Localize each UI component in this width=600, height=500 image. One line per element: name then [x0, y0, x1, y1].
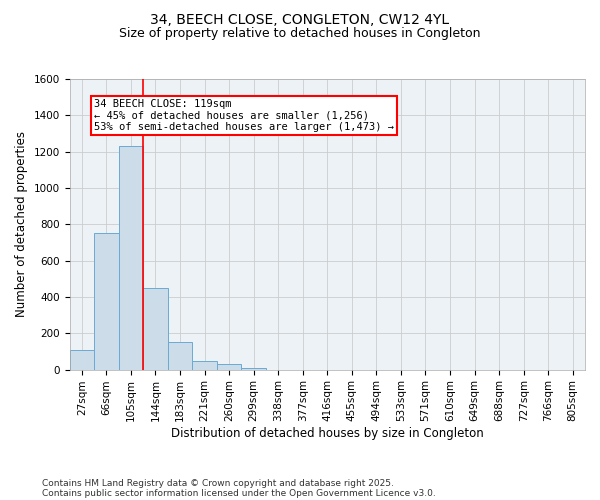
Text: Size of property relative to detached houses in Congleton: Size of property relative to detached ho… [119, 28, 481, 40]
Bar [168, 342, 192, 369]
Text: Contains public sector information licensed under the Open Government Licence v3: Contains public sector information licen… [42, 488, 436, 498]
Bar [241, 368, 266, 370]
Bar [217, 364, 241, 370]
Bar [192, 360, 217, 370]
Bar [119, 146, 143, 370]
Text: Contains HM Land Registry data © Crown copyright and database right 2025.: Contains HM Land Registry data © Crown c… [42, 478, 394, 488]
Bar [94, 234, 119, 370]
Y-axis label: Number of detached properties: Number of detached properties [15, 132, 28, 318]
Bar [70, 350, 94, 370]
Bar [143, 288, 168, 370]
Text: 34 BEECH CLOSE: 119sqm
← 45% of detached houses are smaller (1,256)
53% of semi-: 34 BEECH CLOSE: 119sqm ← 45% of detached… [94, 99, 394, 132]
X-axis label: Distribution of detached houses by size in Congleton: Distribution of detached houses by size … [171, 427, 484, 440]
Text: 34, BEECH CLOSE, CONGLETON, CW12 4YL: 34, BEECH CLOSE, CONGLETON, CW12 4YL [151, 12, 449, 26]
